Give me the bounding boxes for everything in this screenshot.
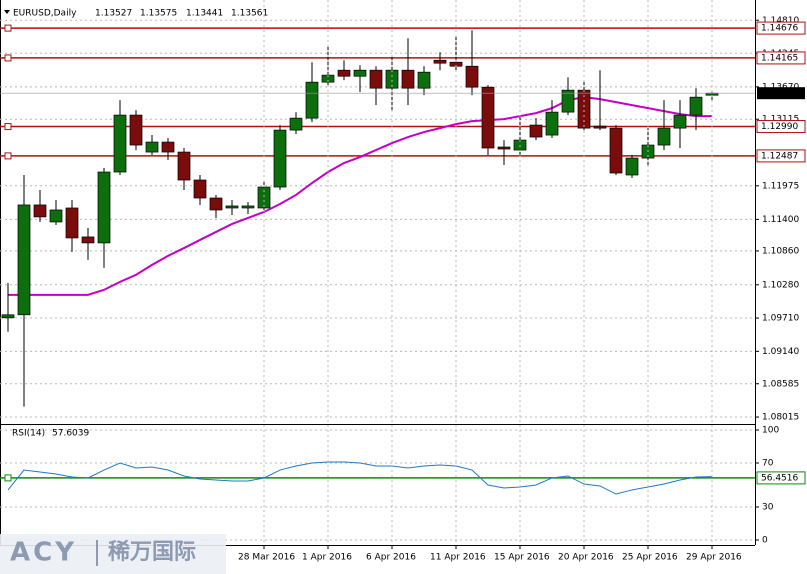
y-tick-label: 1.13115 bbox=[762, 115, 799, 125]
candle-body bbox=[465, 65, 479, 88]
watermark-name: 稀万国际 bbox=[108, 539, 196, 565]
level-box bbox=[756, 471, 806, 485]
indicator-value: 57.6039 bbox=[52, 429, 89, 439]
candle-body bbox=[241, 205, 255, 209]
level-label: 1.14676 bbox=[761, 24, 798, 34]
candle-body bbox=[273, 129, 287, 188]
candle-body bbox=[1, 314, 15, 319]
candle-body bbox=[433, 59, 447, 64]
candle-body bbox=[161, 141, 175, 153]
candle-body bbox=[561, 89, 575, 113]
y-tick-label: 1.11400 bbox=[762, 215, 799, 225]
watermark-brand: ACY bbox=[10, 538, 77, 568]
level-box bbox=[756, 21, 806, 35]
candle-body bbox=[209, 197, 223, 211]
y-tick-label: 1.08015 bbox=[762, 413, 799, 423]
x-tick-label: 25 Apr 2016 bbox=[622, 553, 678, 563]
level-handle bbox=[4, 123, 12, 131]
y-tick-label: 70 bbox=[762, 459, 774, 469]
candle-body bbox=[369, 69, 383, 89]
rsi-line bbox=[7, 461, 713, 495]
candle-body bbox=[129, 114, 143, 146]
x-tick-label: 6 Apr 2016 bbox=[366, 553, 416, 563]
level-handle bbox=[4, 24, 12, 32]
x-tick-label: 20 Apr 2016 bbox=[558, 553, 614, 563]
level-label: 1.14165 bbox=[761, 53, 798, 63]
watermark-bg bbox=[0, 534, 226, 574]
candle-body bbox=[625, 157, 639, 176]
y-tick-label: 0 bbox=[762, 536, 768, 546]
level-box bbox=[756, 120, 806, 134]
y-tick-label: 1.09710 bbox=[762, 314, 799, 324]
price-box bbox=[757, 87, 805, 100]
price-label: 1.13561 bbox=[761, 89, 798, 99]
indicator-title: RSI(14) bbox=[12, 429, 45, 439]
candle-body bbox=[305, 81, 319, 119]
menu-arrow bbox=[4, 10, 10, 14]
y-tick-label: 1.10280 bbox=[762, 280, 799, 290]
candle-body bbox=[289, 117, 303, 131]
candle-body bbox=[497, 146, 511, 150]
level-handle bbox=[4, 152, 12, 160]
candle-body bbox=[401, 69, 415, 89]
level-handle bbox=[4, 474, 12, 482]
level-label: 56.4516 bbox=[761, 473, 798, 483]
level-label: 1.12487 bbox=[761, 151, 798, 161]
candle-body bbox=[529, 124, 543, 138]
candle-body bbox=[353, 69, 367, 77]
candle-body bbox=[49, 209, 63, 223]
x-tick-label: 1 Apr 2016 bbox=[302, 553, 352, 563]
candle-body bbox=[65, 207, 79, 239]
candle-body bbox=[657, 127, 671, 146]
x-tick-label: 29 Apr 2016 bbox=[686, 553, 742, 563]
x-tick-label: 28 Mar 2016 bbox=[238, 553, 295, 563]
candle-body bbox=[689, 96, 703, 116]
candle-body bbox=[145, 141, 159, 153]
candle-body bbox=[17, 204, 31, 316]
candle-body bbox=[225, 205, 239, 209]
candle-body bbox=[97, 171, 111, 244]
header: EURUSD,Daily bbox=[4, 9, 77, 19]
candle-body bbox=[177, 151, 191, 181]
level-box bbox=[756, 51, 806, 65]
x-tick-label: 11 Apr 2016 bbox=[430, 553, 486, 563]
candle-body bbox=[33, 204, 47, 218]
candle-body bbox=[593, 125, 607, 129]
candle-body bbox=[609, 127, 623, 174]
watermark: ACY 稀万国际 bbox=[0, 534, 226, 574]
level-label: 1.12990 bbox=[761, 122, 798, 132]
y-tick-label: 1.14810 bbox=[762, 16, 799, 26]
y-tick-label: 1.11975 bbox=[762, 181, 799, 191]
y-tick-label: 1.09140 bbox=[762, 347, 799, 357]
x-tick-label: 15 Apr 2016 bbox=[494, 553, 550, 563]
ohlc-value: 1.13561 bbox=[231, 9, 268, 19]
candle-body bbox=[481, 86, 495, 149]
y-tick-label: 1.10860 bbox=[762, 246, 799, 256]
symbol-title: EURUSD,Daily bbox=[13, 9, 77, 19]
ohlc-value: 1.13527 bbox=[95, 9, 132, 19]
y-tick-label: 1.08585 bbox=[762, 379, 799, 389]
candle-body bbox=[193, 179, 207, 199]
candle-body bbox=[81, 236, 95, 244]
ohlc-value: 1.13441 bbox=[186, 9, 223, 19]
moving-average bbox=[8, 96, 712, 296]
candle-body bbox=[113, 114, 127, 173]
candle-body bbox=[417, 71, 431, 89]
candle-body bbox=[257, 186, 271, 209]
y-tick-label: 30 bbox=[762, 503, 774, 513]
level-box bbox=[756, 149, 806, 163]
level-handle bbox=[4, 54, 12, 62]
ohlc-value: 1.13575 bbox=[140, 9, 177, 19]
y-tick-label: 100 bbox=[762, 426, 779, 436]
candle-body bbox=[337, 69, 351, 77]
candle-body bbox=[673, 114, 687, 129]
candle-body bbox=[545, 111, 559, 136]
